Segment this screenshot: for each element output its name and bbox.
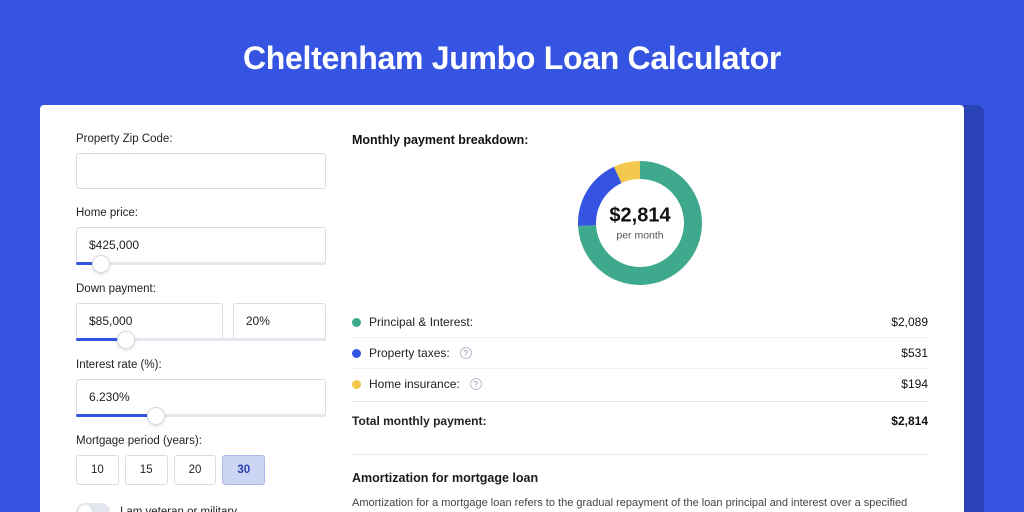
donut-chart: $2,814 per month	[352, 161, 928, 285]
donut-center: $2,814 per month	[609, 205, 670, 242]
total-value: $2,814	[891, 414, 928, 428]
period-option-20[interactable]: 20	[174, 455, 217, 485]
breakdown-title: Monthly payment breakdown:	[352, 133, 928, 147]
zip-field: Property Zip Code:	[76, 133, 326, 189]
legend-value: $2,089	[891, 315, 928, 329]
legend-value: $194	[901, 377, 928, 391]
legend-dot	[352, 380, 361, 389]
rate-label: Interest rate (%):	[76, 359, 326, 371]
down-amount-input[interactable]	[76, 303, 223, 339]
down-pct-input[interactable]	[233, 303, 326, 339]
down-slider-thumb[interactable]	[117, 331, 135, 349]
donut-amount: $2,814	[609, 205, 670, 228]
legend-label: Home insurance:	[369, 377, 460, 391]
results-column: Monthly payment breakdown: $2,814 per mo…	[352, 133, 928, 512]
veteran-toggle[interactable]	[76, 503, 110, 512]
rate-slider-fill	[76, 414, 156, 417]
amortization-block: Amortization for mortgage loan Amortizat…	[352, 454, 928, 512]
price-field: Home price:	[76, 207, 326, 265]
amortization-text: Amortization for a mortgage loan refers …	[352, 495, 928, 512]
legend-row-1: Property taxes:? $531	[352, 337, 928, 368]
rate-slider-thumb[interactable]	[147, 407, 165, 425]
donut-sub: per month	[609, 230, 670, 242]
price-slider[interactable]	[76, 262, 326, 265]
legend: Principal & Interest: $2,089 Property taxe…	[352, 307, 928, 399]
rate-slider[interactable]	[76, 414, 326, 417]
legend-value: $531	[901, 346, 928, 360]
card-shadow: Property Zip Code: Home price: Down paym…	[40, 105, 984, 512]
price-input[interactable]	[76, 227, 326, 263]
zip-label: Property Zip Code:	[76, 133, 326, 145]
amortization-title: Amortization for mortgage loan	[352, 471, 928, 485]
total-label: Total monthly payment:	[352, 414, 486, 428]
legend-dot	[352, 318, 361, 327]
period-option-10[interactable]: 10	[76, 455, 119, 485]
form-column: Property Zip Code: Home price: Down paym…	[76, 133, 326, 512]
price-slider-thumb[interactable]	[92, 255, 110, 273]
veteran-toggle-knob	[78, 505, 92, 512]
legend-label: Property taxes:	[369, 346, 450, 360]
period-label: Mortgage period (years):	[76, 435, 326, 447]
legend-dot	[352, 349, 361, 358]
total-row: Total monthly payment: $2,814	[352, 401, 928, 436]
calculator-card: Property Zip Code: Home price: Down paym…	[40, 105, 964, 512]
legend-row-2: Home insurance:? $194	[352, 368, 928, 399]
rate-field: Interest rate (%):	[76, 359, 326, 417]
legend-label: Principal & Interest:	[369, 315, 473, 329]
down-field: Down payment:	[76, 283, 326, 341]
period-option-30[interactable]: 30	[222, 455, 265, 485]
period-field: Mortgage period (years): 10152030	[76, 435, 326, 485]
price-label: Home price:	[76, 207, 326, 219]
info-icon[interactable]: ?	[460, 347, 472, 359]
page-title: Cheltenham Jumbo Loan Calculator	[0, 0, 1024, 105]
veteran-label: I am veteran or military	[120, 506, 237, 512]
period-option-15[interactable]: 15	[125, 455, 168, 485]
rate-input[interactable]	[76, 379, 326, 415]
zip-input[interactable]	[76, 153, 326, 189]
period-options: 10152030	[76, 455, 326, 485]
down-slider[interactable]	[76, 338, 326, 341]
down-label: Down payment:	[76, 283, 326, 295]
info-icon[interactable]: ?	[470, 378, 482, 390]
legend-row-0: Principal & Interest: $2,089	[352, 307, 928, 337]
veteran-row: I am veteran or military	[76, 503, 326, 512]
